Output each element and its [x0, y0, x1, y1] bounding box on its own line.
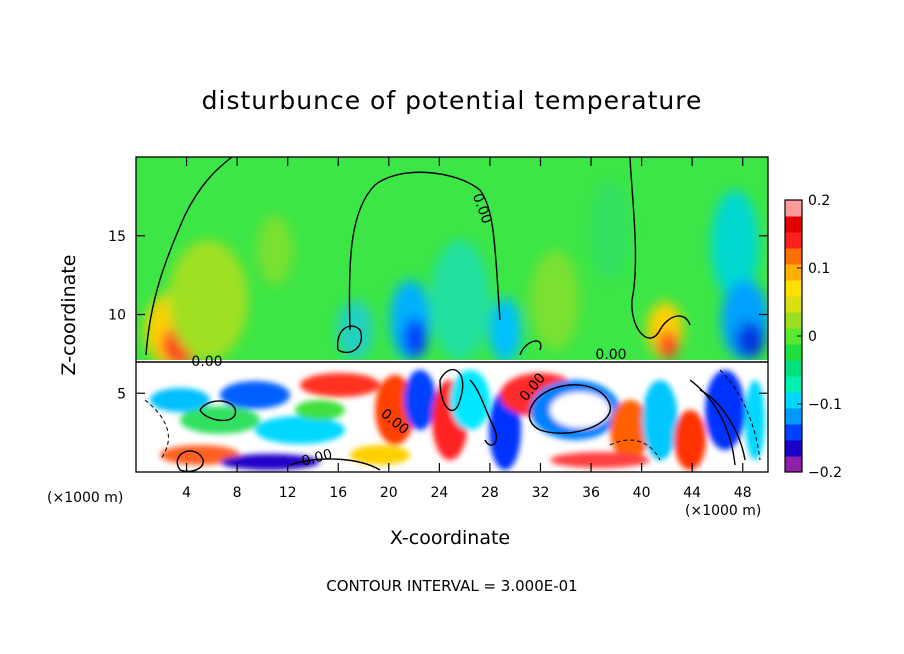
x-tick-label: 48: [734, 485, 752, 501]
colorbar-swatch: [785, 360, 802, 377]
x-tick-label: 16: [329, 485, 347, 501]
colorbar-swatch: [785, 440, 802, 457]
colorbar-swatch: [785, 312, 802, 329]
x-ticks: [185, 157, 744, 472]
y-tick-label: 10: [108, 308, 126, 324]
heatmap-field: [136, 157, 768, 472]
colorbar-tick-labels: 0.2 0.1 0 −0.1 −0.2: [808, 193, 842, 481]
chart-title: disturbunce of potential temperature: [201, 86, 703, 115]
colorbar-swatch: [785, 408, 802, 425]
x-tick-label: 40: [633, 485, 651, 501]
x-tick-label: 8: [233, 485, 242, 501]
colorbar-swatch: [785, 200, 802, 217]
colorbar-tick-label: −0.2: [808, 465, 842, 481]
x-tick-label: 36: [582, 485, 600, 501]
contour-label: 0.00: [191, 354, 222, 370]
x-axis-label: X-coordinate: [389, 527, 511, 549]
x-tick-label: 44: [683, 485, 701, 501]
x-unit-label-right: (×1000 m): [685, 503, 762, 519]
x-tick-label: 32: [532, 485, 550, 501]
colorbar-swatch: [785, 328, 802, 345]
colorbar-swatch: [785, 344, 802, 361]
colorbar-swatch: [785, 376, 802, 393]
colorbar-swatch: [785, 392, 802, 409]
colorbar-tick-label: −0.1: [808, 397, 842, 413]
colorbar-swatch: [785, 216, 802, 233]
contour-label: 0.00: [595, 347, 626, 363]
colorbar: [784, 199, 803, 473]
contour-label: 0.00: [300, 446, 334, 470]
y-tick-label: 15: [108, 229, 126, 245]
colorbar-tick-label: 0: [808, 329, 817, 345]
colorbar-swatch: [785, 296, 802, 313]
x-unit-label-left: (×1000 m): [47, 490, 124, 506]
colorbar-swatch: [785, 248, 802, 265]
colorbar-swatch: [785, 280, 802, 297]
x-tick-label: 24: [430, 485, 448, 501]
contour-lines: [136, 157, 768, 472]
x-tick-label: 12: [279, 485, 297, 501]
x-tick-label: 4: [182, 485, 191, 501]
colorbar-swatch: [785, 456, 802, 473]
colorbar-swatch: [785, 232, 802, 249]
y-ticks: [136, 235, 768, 394]
colorbar-swatch: [785, 264, 802, 281]
x-tick-labels: 4 8 12 16 20 24 28 32 36 40 44 48: [182, 485, 752, 501]
contour-interval-note: CONTOUR INTERVAL = 3.000E-01: [326, 577, 578, 595]
y-tick-labels: 5 10 15: [108, 229, 126, 403]
x-tick-label: 28: [481, 485, 499, 501]
colorbar-tick-label: 0.1: [808, 261, 830, 277]
colorbar-tick-label: 0.2: [808, 193, 830, 209]
x-tick-label: 20: [380, 485, 398, 501]
y-tick-label: 5: [117, 386, 126, 402]
colorbar-swatch: [785, 424, 802, 441]
